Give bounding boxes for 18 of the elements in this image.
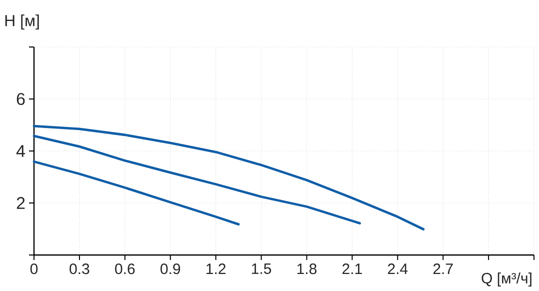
x-tick-label: 2.7: [433, 264, 453, 274]
line-series: [32, 124, 425, 230]
y-tick-label: 2: [16, 197, 25, 209]
x-tick-label: 0.6: [115, 264, 135, 274]
x-tick-label: 0.9: [160, 264, 180, 274]
x-tick-label: 1.5: [252, 264, 272, 274]
x-axis-title: Q [м³/ч]: [482, 272, 532, 286]
x-tick-label: 1.8: [297, 264, 316, 274]
x-tick-label: 1.2: [206, 264, 226, 274]
x-tick-label: 2.4: [388, 264, 408, 274]
x-tick-label: 2.1: [342, 264, 362, 274]
x-tick-label: 0: [30, 264, 38, 274]
line-series: [32, 160, 240, 226]
x-tick-label: 0.3: [70, 264, 90, 274]
y-axis-title: H [м]: [5, 14, 39, 30]
line-series: [32, 134, 361, 224]
y-tick-label: 4: [16, 145, 25, 157]
y-tick-label: 6: [16, 92, 25, 106]
